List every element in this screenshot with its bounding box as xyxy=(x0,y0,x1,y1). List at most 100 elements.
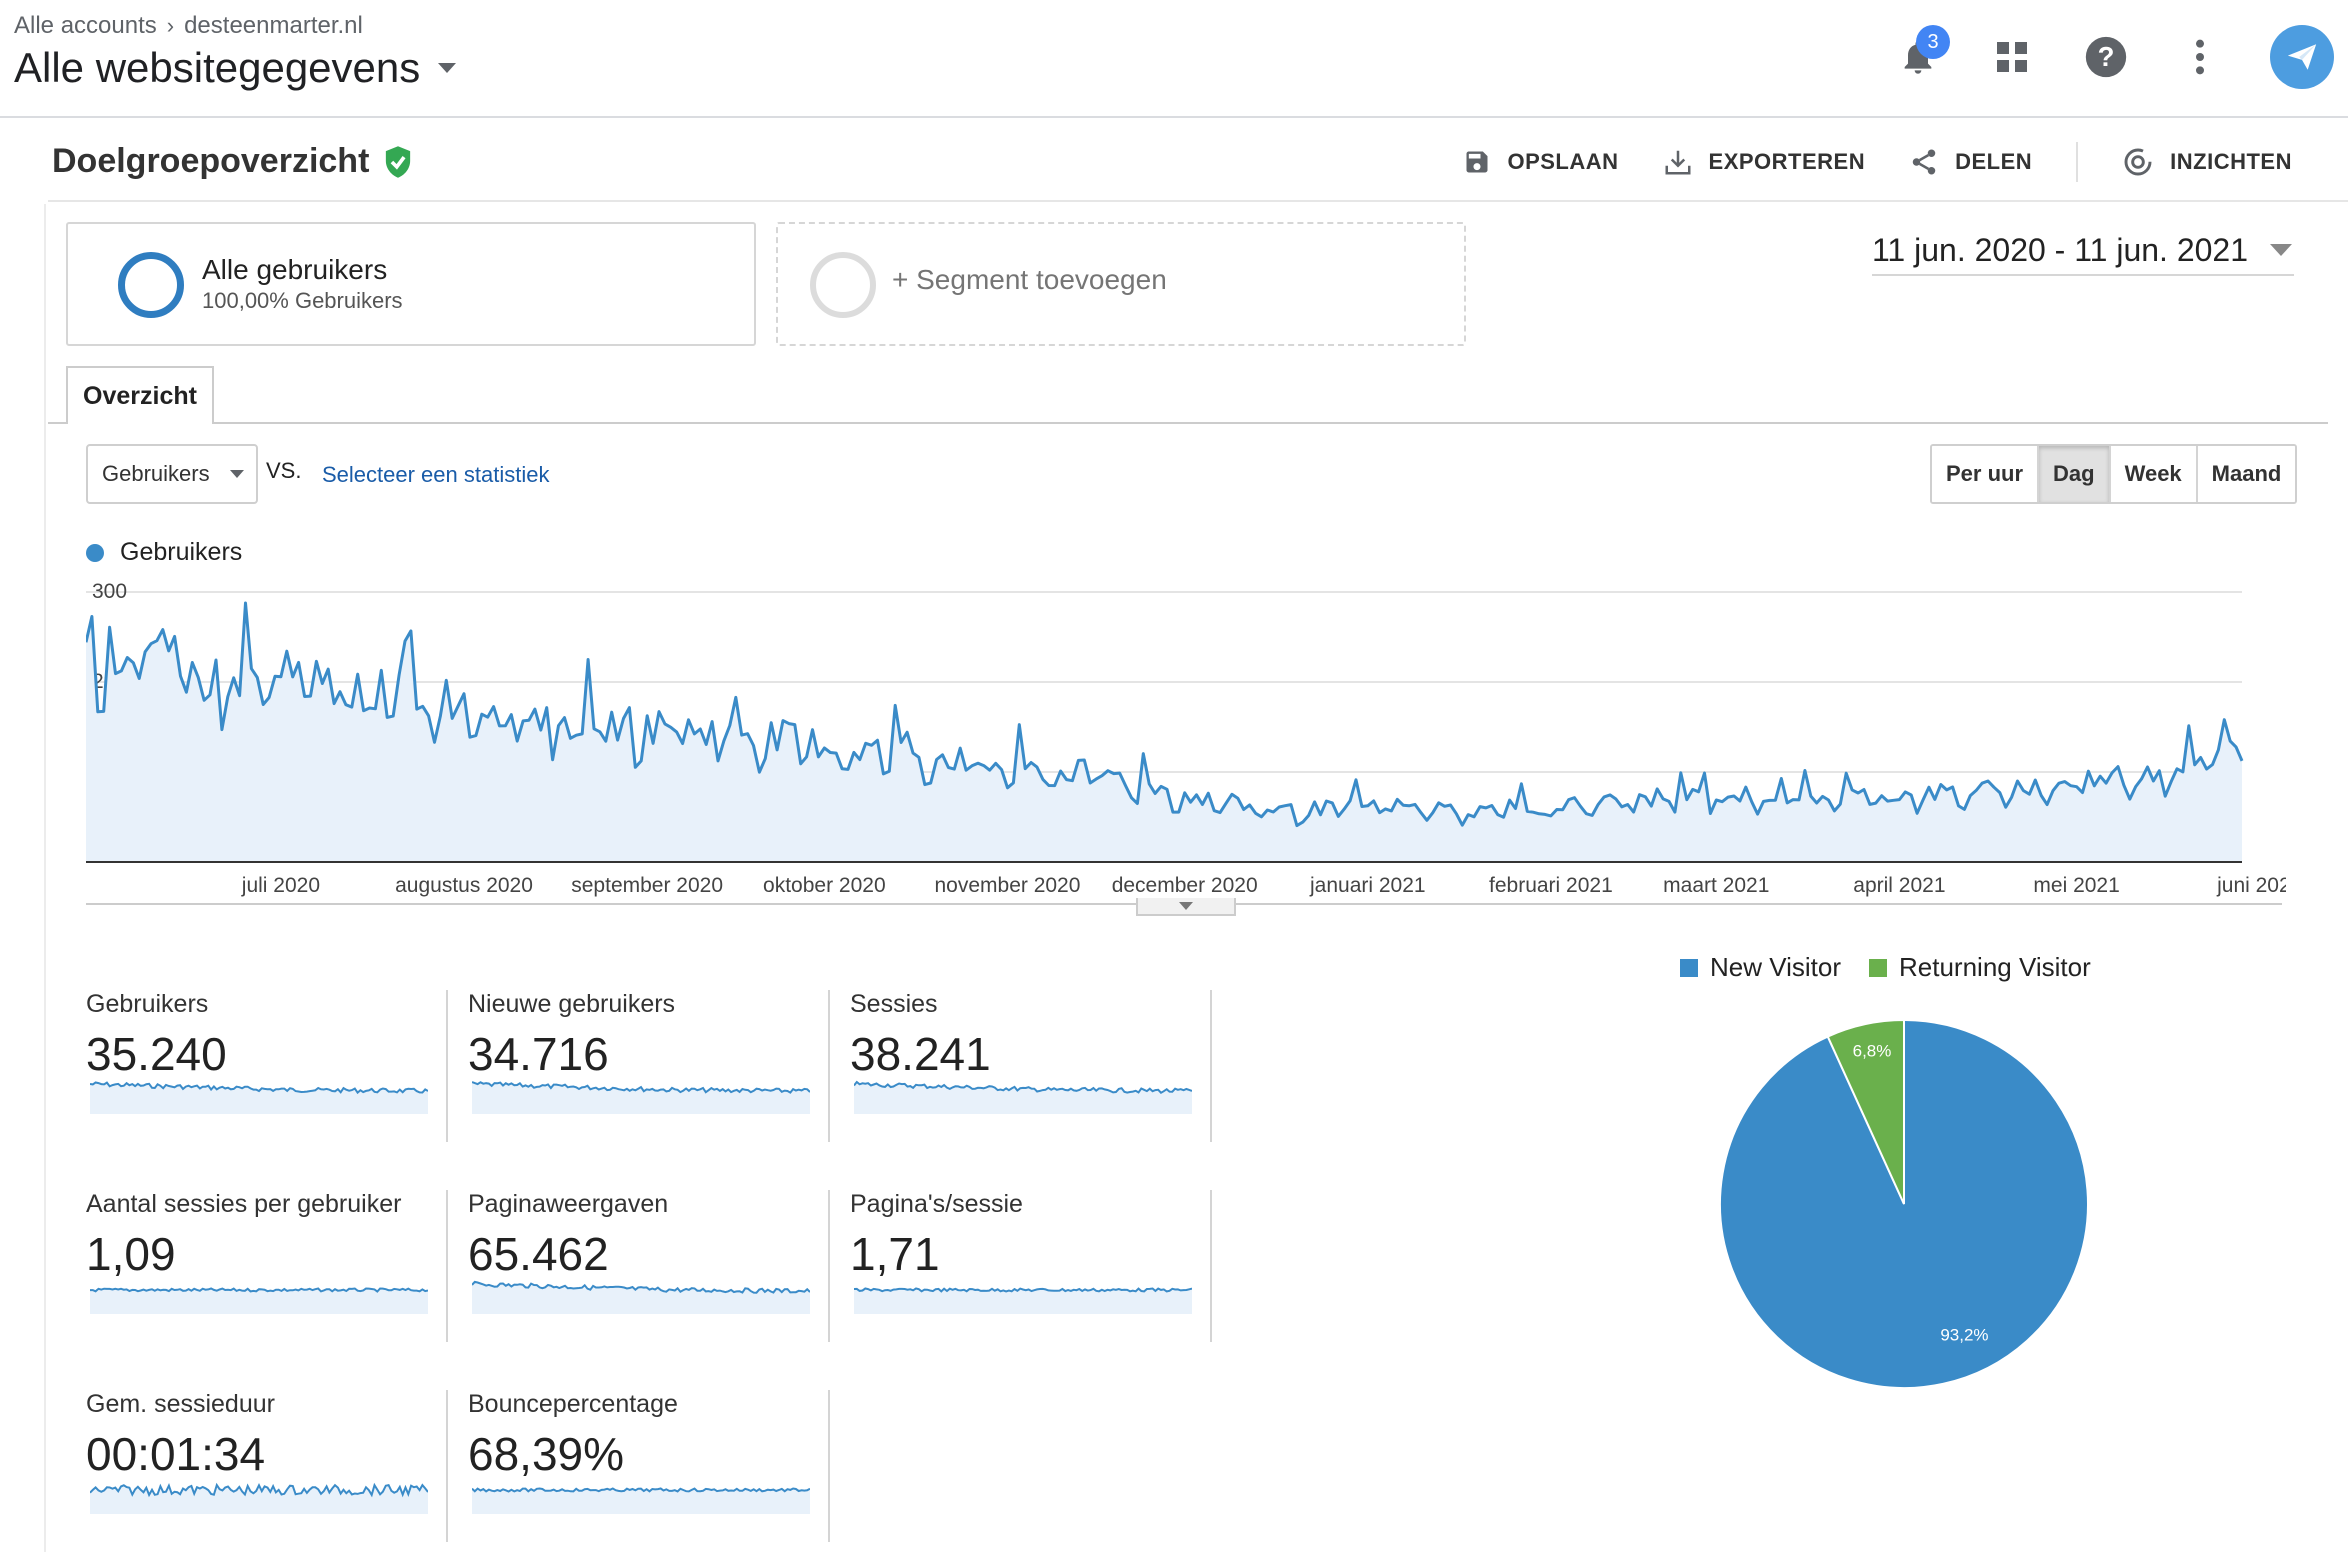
tab-overzicht[interactable]: Overzicht xyxy=(66,366,214,424)
metric-value: 34.716 xyxy=(468,1028,609,1080)
tile-divider xyxy=(446,1390,448,1542)
legend-label: Returning Visitor xyxy=(1899,952,2091,982)
legend-label: New Visitor xyxy=(1710,952,1842,982)
legend-dot xyxy=(86,543,104,562)
period-week-button[interactable]: Week xyxy=(2110,446,2198,502)
pie-legend: New Visitor Returning Visitor xyxy=(1680,952,2091,983)
svg-text:?: ? xyxy=(2098,41,2115,72)
pie-slice-new-visitor[interactable] xyxy=(1719,1018,2089,1389)
legend-returning-visitor[interactable]: Returning Visitor xyxy=(1869,952,2091,983)
metric-sparkline xyxy=(472,1081,810,1114)
share-button[interactable]: DELEN xyxy=(1909,147,2032,177)
x-tick-label: februari 2021 xyxy=(1489,874,1613,897)
tile-divider xyxy=(1210,990,1212,1142)
pie-slice-label: 6,8% xyxy=(1853,1042,1892,1061)
metric-label: Gem. sessieduur xyxy=(86,1390,275,1418)
apps-grid-icon[interactable] xyxy=(1988,33,2036,81)
tile-divider xyxy=(828,990,830,1142)
legend-new-visitor[interactable]: New Visitor xyxy=(1680,952,1841,983)
more-vert-icon[interactable] xyxy=(2176,33,2224,81)
segment-ring-icon xyxy=(118,252,184,318)
metric-tile[interactable]: Aantal sessies per gebruiker 1,09 xyxy=(86,1190,446,1350)
metric-value: 35.240 xyxy=(86,1028,227,1080)
export-button[interactable]: EXPORTEREN xyxy=(1663,147,1866,177)
breadcrumb-account[interactable]: Alle accounts xyxy=(14,12,157,39)
breadcrumb-property[interactable]: desteenmarter.nl xyxy=(184,12,363,39)
metric-value: 00:01:34 xyxy=(86,1428,266,1480)
insights-button[interactable]: INZICHTEN xyxy=(2122,146,2292,178)
period-day-button[interactable]: Dag xyxy=(2039,446,2111,502)
x-tick-label: augustus 2020 xyxy=(395,874,533,897)
left-edge-divider xyxy=(44,204,46,1552)
segment-placeholder-icon xyxy=(810,252,876,318)
pie-slice-label: 93,2% xyxy=(1940,1325,1988,1344)
page-title: Doelgroepoverzicht xyxy=(52,142,413,181)
pie-slice-returning-visitor[interactable] xyxy=(1826,1018,1905,1205)
metric-tile[interactable]: Paginaweergaven 65.462 xyxy=(468,1190,828,1350)
x-tick-label: september 2020 xyxy=(571,874,723,897)
series-line-gebruikers[interactable] xyxy=(86,601,2244,828)
view-selector[interactable]: Alle websitegegevens xyxy=(14,44,457,92)
chart-expander[interactable] xyxy=(1136,898,1236,916)
metric-label: Nieuwe gebruikers xyxy=(468,990,676,1018)
send-icon[interactable] xyxy=(2270,25,2334,89)
tab-underline xyxy=(48,422,2328,424)
x-tick-label: oktober 2020 xyxy=(763,874,886,897)
save-icon xyxy=(1466,151,1488,173)
metric-label: Pagina's/sessie xyxy=(850,1190,1023,1218)
period-month-button[interactable]: Maand xyxy=(2197,446,2296,502)
metric-value: 1,09 xyxy=(86,1228,176,1280)
notification-badge: 3 xyxy=(1916,25,1950,59)
chart-legend: Gebruikers xyxy=(86,538,242,567)
segment-all-users[interactable]: Alle gebruikers 100,00% Gebruikers xyxy=(66,222,756,346)
x-tick-label: juni 2021 xyxy=(2216,874,2286,897)
vs-label: VS. xyxy=(266,458,302,483)
tile-divider xyxy=(828,1190,830,1342)
metric-dropdown[interactable]: Gebruikers xyxy=(86,444,258,504)
period-toggle: Per uur Dag Week Maand xyxy=(1930,444,2298,504)
metric-tile[interactable]: Pagina's/sessie 1,71 xyxy=(850,1190,1210,1350)
report-header: Doelgroepoverzicht OPSLAAN EXPORTEREN DE… xyxy=(48,120,2348,202)
x-tick-label: december 2020 xyxy=(1112,874,1258,897)
bell-icon[interactable]: 3 xyxy=(1894,25,1950,81)
y-tick-label: 300 xyxy=(92,580,127,603)
share-icon xyxy=(1912,149,1936,175)
metric-sparkline xyxy=(472,1280,810,1314)
x-tick-label: april 2021 xyxy=(1853,874,1945,897)
metric-sparkline xyxy=(854,1080,1192,1114)
date-range-picker[interactable]: 11 jun. 2020 - 11 jun. 2021 xyxy=(1872,226,2294,276)
top-bar: Alle accounts › desteenmarter.nl Alle we… xyxy=(0,0,2348,118)
tile-divider xyxy=(446,1190,448,1342)
select-statistic-link[interactable]: Selecteer een statistiek xyxy=(322,462,550,487)
segment-name: Alle gebruikers xyxy=(202,254,388,285)
metric-sparkline xyxy=(472,1487,810,1514)
top-icons: 3 ? xyxy=(1894,22,2334,92)
help-icon[interactable]: ? xyxy=(2082,33,2130,81)
report-actions: OPSLAAN EXPORTEREN DELEN INZICHTEN xyxy=(1463,142,2292,182)
caret-down-icon xyxy=(2270,244,2292,256)
segment-percentage: 100,00% Gebruikers xyxy=(202,288,403,313)
period-hour-button[interactable]: Per uur xyxy=(1932,446,2040,502)
metric-dropdown-label: Gebruikers xyxy=(102,461,210,486)
add-segment-button[interactable]: + Segment toevoegen xyxy=(776,222,1466,346)
metric-value: 65.462 xyxy=(468,1228,609,1280)
action-divider xyxy=(2076,142,2079,182)
metric-tile[interactable]: Sessies 38.241 xyxy=(850,990,1210,1150)
metric-label: Paginaweergaven xyxy=(468,1190,669,1218)
metric-tile[interactable]: Gem. sessieduur 00:01:34 xyxy=(86,1390,446,1550)
series-area xyxy=(86,603,2242,862)
x-tick-label: juli 2020 xyxy=(241,874,320,897)
legend-swatch xyxy=(1869,958,1888,977)
shield-check-icon xyxy=(386,145,411,178)
visitor-pie-chart[interactable]: 93,2% 6,8% xyxy=(1716,1016,2092,1392)
x-tick-label: januari 2021 xyxy=(1309,874,1426,897)
metric-tile[interactable]: Nieuwe gebruikers 34.716 xyxy=(468,990,828,1150)
metric-label: Gebruikers xyxy=(86,990,209,1018)
insights-icon xyxy=(2124,148,2152,176)
legend-swatch xyxy=(1680,958,1698,977)
save-button[interactable]: OPSLAAN xyxy=(1463,148,1618,176)
caret-down-icon xyxy=(438,63,457,73)
metric-tile[interactable]: Bouncepercentage 68,39% xyxy=(468,1390,828,1550)
metric-tile[interactable]: Gebruikers 35.240 xyxy=(86,990,446,1150)
